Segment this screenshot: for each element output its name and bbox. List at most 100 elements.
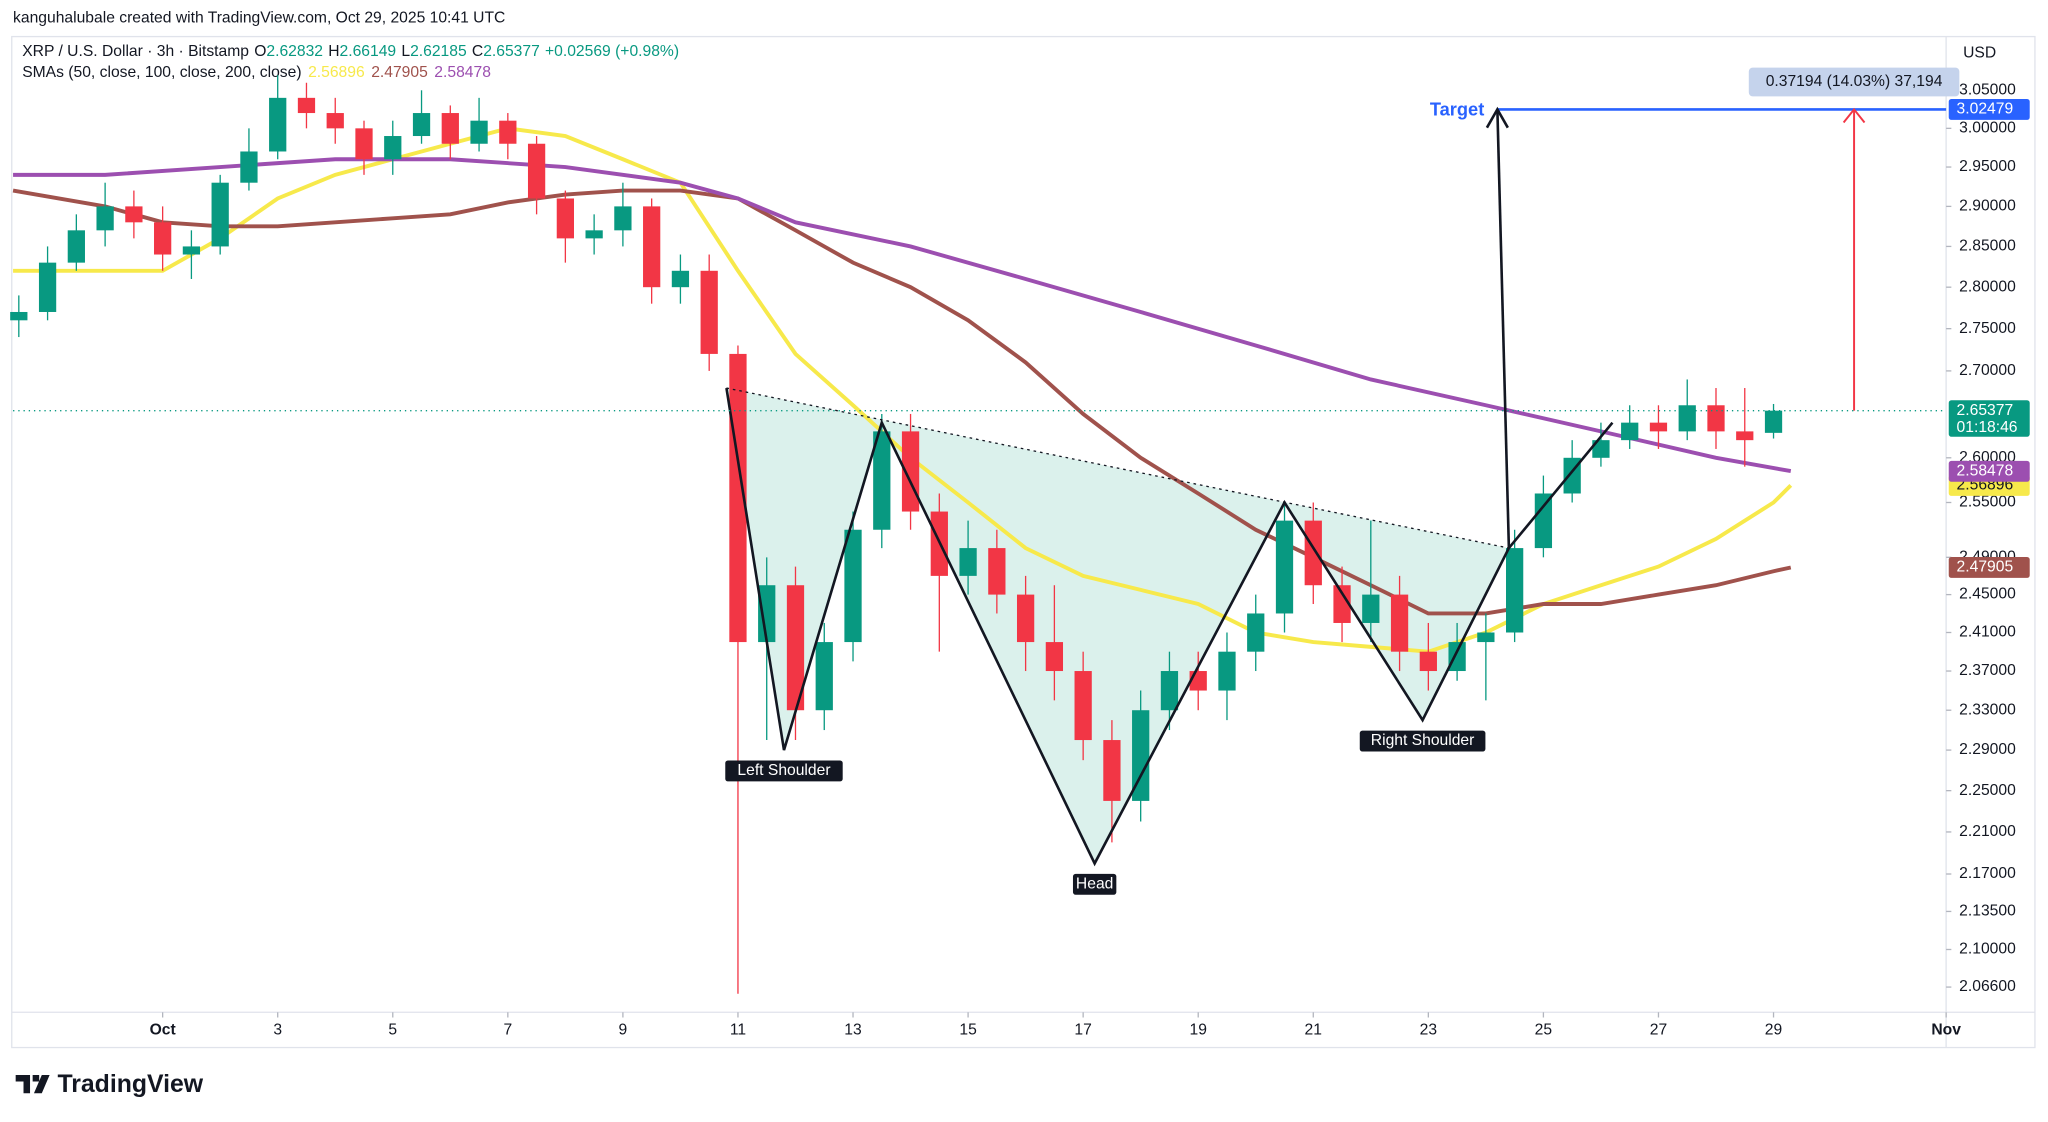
pattern-area [726, 388, 1509, 864]
logo-text: TradingView [57, 1071, 203, 1098]
candle-body [240, 151, 258, 183]
x-tick-label: 17 [1074, 1022, 1091, 1039]
y-tick-label: 2.06600 [1959, 978, 2016, 995]
candle-body [1304, 520, 1322, 586]
candle-body [815, 642, 833, 711]
sma-line [13, 126, 1793, 654]
x-tick-label: Oct [150, 1022, 177, 1039]
y-tick-label: 2.13500 [1959, 903, 2016, 920]
x-tick-label: 3 [273, 1022, 282, 1039]
projection-arrow [1496, 109, 1511, 549]
x-tick-label: 11 [730, 1022, 746, 1039]
quote-key: L [401, 43, 410, 60]
y-tick-label: 2.29000 [1959, 741, 2016, 758]
candle-body [1333, 585, 1351, 623]
pattern-label-bg [1072, 873, 1117, 895]
pattern-label-bg [1359, 730, 1486, 752]
y-tick-label: 2.70000 [1959, 362, 2016, 379]
price-tag-label: 2.47905 [1957, 559, 2014, 576]
candle-body [1247, 613, 1265, 652]
y-tick-label: 2.25000 [1959, 782, 2016, 799]
candle-body [643, 206, 661, 288]
candle-body [1016, 594, 1035, 643]
candle-body [1074, 671, 1092, 741]
y-tick-label: 2.95000 [1959, 158, 2016, 175]
quote-value: 2.62832 [266, 43, 323, 60]
x-tick-label: 15 [959, 1022, 977, 1039]
x-tick-label: 13 [844, 1022, 862, 1039]
candle-body [1534, 493, 1553, 549]
indicator-value: 2.47905 [371, 64, 428, 81]
quote-value: 2.62185 [410, 43, 467, 60]
projection-arrow-head [1485, 106, 1509, 129]
pattern-label: Left Shoulder [725, 760, 843, 782]
y-tick-label: 2.55000 [1959, 494, 2016, 511]
indicator-legend: SMAs (50, close, 100, close, 200, close)… [22, 64, 491, 81]
pattern-line [725, 387, 1614, 867]
candle-body [758, 585, 776, 643]
target-label: Target [1430, 99, 1484, 120]
candle-body [1707, 405, 1725, 432]
y-tick-label: 2.21000 [1959, 823, 2016, 840]
price-tag [1948, 400, 2030, 437]
y-tick-label: 2.17000 [1959, 865, 2016, 882]
quote-value: 2.66149 [340, 43, 397, 60]
candle-body [1736, 431, 1754, 441]
indicator: SMAs (50, close, 100, close, 200, close) [22, 64, 301, 81]
symbol: XRP / U.S. Dollar · 3h · Bitstamp [22, 43, 249, 60]
candle-body [441, 113, 459, 144]
quote-value: 2.65377 [483, 43, 540, 60]
pattern-label: Head [1072, 873, 1117, 895]
candle-body [1592, 440, 1610, 458]
neckline [726, 387, 1510, 549]
price-tag-countdown: 01:18:46 [1957, 419, 2018, 436]
price-tag-label: 2.65377 [1957, 402, 2014, 419]
y-tick-label: 2.33000 [1959, 701, 2016, 718]
candle-body [700, 270, 718, 354]
chart-frame [11, 35, 2036, 1049]
candle-body [1448, 642, 1466, 672]
candle-body [786, 585, 805, 711]
candle-body [1218, 651, 1236, 691]
candle-body [1045, 642, 1064, 672]
pattern-label-text: Right Shoulder [1371, 732, 1475, 749]
candle-body [1419, 651, 1437, 672]
candle-body [1390, 594, 1409, 652]
y-tick-label: 2.80000 [1959, 278, 2016, 295]
candle-body [1506, 548, 1524, 633]
pattern-label-bg [725, 760, 843, 782]
candle-body [671, 270, 690, 288]
candle-body [1103, 740, 1121, 801]
price-tag [1948, 460, 2030, 482]
pattern-label-text: Head [1076, 875, 1113, 892]
candle-body [96, 206, 114, 231]
candle-body [297, 97, 316, 114]
currency: USD [1963, 45, 1996, 62]
x-tick-label: 9 [619, 1022, 628, 1039]
measure-label: 0.37194 (14.03%) 37,194 [1766, 73, 1943, 90]
x-tick-label: 23 [1420, 1022, 1438, 1039]
x-tick-label: 5 [388, 1022, 397, 1039]
price-tag [1948, 557, 2030, 578]
candle-body [1132, 710, 1150, 801]
candle-body [959, 548, 977, 576]
candle-body [1275, 520, 1294, 614]
candle-body [38, 262, 57, 312]
measure-arrow-head [1842, 107, 1866, 124]
candle-body [355, 128, 373, 160]
candle-body [154, 222, 172, 255]
indicator-value: 2.58478 [434, 64, 491, 81]
y-tick-label: 2.85000 [1959, 238, 2016, 255]
change: +0.02569 (+0.98%) [545, 43, 679, 60]
candle-body [556, 198, 574, 239]
candle-body [1678, 405, 1696, 432]
candle-body [844, 529, 862, 643]
candle-body [499, 120, 517, 144]
candle-body [182, 246, 201, 255]
candle-body [269, 97, 287, 152]
logo-icon [15, 1074, 50, 1094]
candle-body [326, 113, 344, 129]
x-tick-label: 19 [1190, 1022, 1207, 1039]
